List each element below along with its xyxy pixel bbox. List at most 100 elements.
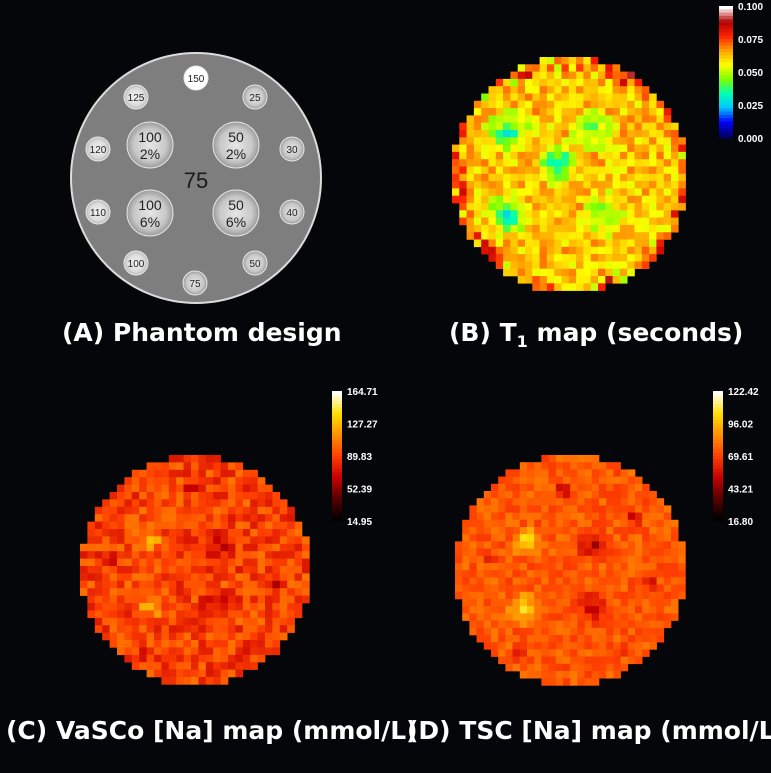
tsc-map-pixel	[642, 491, 650, 499]
vasco-map-pixel	[139, 514, 147, 522]
t1-map-pixel	[583, 188, 591, 196]
tsc-map-pixel	[548, 548, 557, 557]
t1-map-pixel	[473, 115, 482, 123]
vasco-map-pixel	[213, 669, 221, 678]
tsc-map-pixel	[491, 505, 499, 513]
t1-map-pixel	[598, 130, 606, 138]
tsc-map-pixel	[548, 483, 557, 492]
t1-map-pixel	[554, 217, 562, 226]
tsc-map-pixel	[483, 591, 492, 600]
t1-map-pixel	[678, 144, 686, 153]
tsc-map-pixel	[570, 563, 578, 571]
colorbar-segment	[713, 410, 723, 415]
t1-map-pixel	[568, 188, 577, 196]
tsc-map-pixel	[505, 519, 513, 528]
t1-map-pixel	[452, 181, 460, 189]
t1-map-pixel	[561, 137, 570, 145]
t1-map-pixel	[525, 188, 533, 196]
tsc-map-pixel	[534, 570, 542, 578]
tsc-map-pixel	[613, 584, 621, 593]
t1-map-pixel	[605, 181, 613, 189]
t1-map-pixel	[590, 261, 599, 269]
vasco-map-pixel	[154, 640, 162, 648]
colorbar-segment	[719, 55, 733, 60]
tsc-map-pixel	[584, 469, 593, 477]
tsc-map-pixel	[635, 613, 643, 621]
t1-map-pixel	[481, 224, 489, 233]
t1-map-pixel	[583, 93, 591, 102]
t1-map-pixel	[649, 224, 657, 233]
t1-map-pixel	[605, 224, 613, 233]
tsc-map-pixel	[599, 591, 607, 600]
t1-map-pixel	[532, 224, 540, 233]
tsc-map-pixel	[469, 563, 477, 571]
tsc-map-pixel	[563, 519, 571, 528]
tsc-map-pixel	[498, 606, 506, 614]
vasco-map-pixel	[287, 558, 295, 567]
tsc-map-pixel	[527, 469, 535, 477]
vasco-map-pixel	[191, 477, 199, 485]
vasco-map-pixel	[257, 595, 266, 604]
t1-map-pixel	[466, 181, 475, 189]
t1-map-pixel	[590, 283, 599, 291]
colorbar-segment	[332, 436, 342, 441]
t1-map-pixel	[590, 268, 599, 277]
vasco-map-pixel	[183, 662, 192, 670]
vasco-map-pixel	[250, 654, 258, 663]
vasco-map-pixel	[109, 543, 118, 552]
t1-map-pixel	[671, 137, 679, 145]
tsc-map-pixel	[555, 505, 564, 513]
t1-map-pixel	[671, 122, 679, 131]
tsc-map-pixel	[462, 577, 470, 585]
tsc-map-pixel	[642, 505, 650, 513]
vasco-map-pixel	[205, 536, 214, 545]
colorbar-segment	[713, 472, 723, 476]
tsc-map-pixel	[534, 591, 542, 600]
vasco-map-pixel	[257, 580, 266, 589]
t1-map-pixel	[612, 210, 621, 218]
t1-map-pixel	[583, 71, 591, 80]
vasco-map-pixel	[242, 580, 251, 589]
vasco-map-pixel	[154, 558, 162, 567]
vasco-map-pixel	[257, 603, 266, 611]
vasco-map-pixel	[183, 588, 192, 596]
t1-map-pixel	[532, 93, 540, 102]
vasco-map-pixel	[242, 662, 251, 670]
t1-map-pixel	[627, 181, 635, 189]
tsc-map-pixel	[476, 606, 485, 614]
tsc-map-pixel	[519, 620, 528, 629]
t1-map-pixel	[583, 239, 591, 248]
tsc-map-pixel	[548, 577, 557, 585]
t1-map-pixel	[590, 93, 599, 102]
tsc-map-pixel	[563, 656, 571, 665]
vasco-map-pixel	[139, 521, 147, 530]
vasco-map-pixel	[176, 669, 184, 678]
t1-map-pixel	[656, 173, 664, 182]
t1-map-pixel	[590, 224, 599, 233]
t1-map-pixel	[554, 130, 562, 138]
tsc-map-pixel	[476, 591, 485, 600]
tsc-map-pixel	[599, 548, 607, 557]
tsc-map-pixel	[656, 519, 665, 528]
tsc-map-pixel	[519, 584, 528, 593]
tsc-map-pixel	[635, 541, 643, 549]
tsc-map-pixel	[527, 541, 535, 549]
t1-map-pixel	[641, 173, 650, 182]
t1-map-pixel	[495, 224, 504, 233]
vasco-map-pixel	[257, 499, 266, 508]
t1-map-pixel	[663, 115, 672, 123]
t1-map-pixel	[488, 173, 497, 182]
vasco-map-pixel	[235, 492, 244, 500]
t1-map-pixel	[510, 151, 518, 160]
vasco-map-pixel	[228, 617, 236, 626]
colorbar-segment	[719, 6, 733, 10]
tsc-map-pixel	[519, 491, 528, 499]
tsc-map-pixel	[627, 519, 636, 528]
t1-map-pixel	[546, 195, 555, 204]
t1-map-pixel	[649, 144, 657, 153]
vasco-map-pixel	[176, 455, 184, 463]
tsc-map-pixel	[555, 656, 564, 665]
vasco-map-pixel	[220, 521, 229, 530]
tsc-map-pixel	[541, 671, 549, 679]
vasco-map-pixel	[213, 514, 221, 522]
